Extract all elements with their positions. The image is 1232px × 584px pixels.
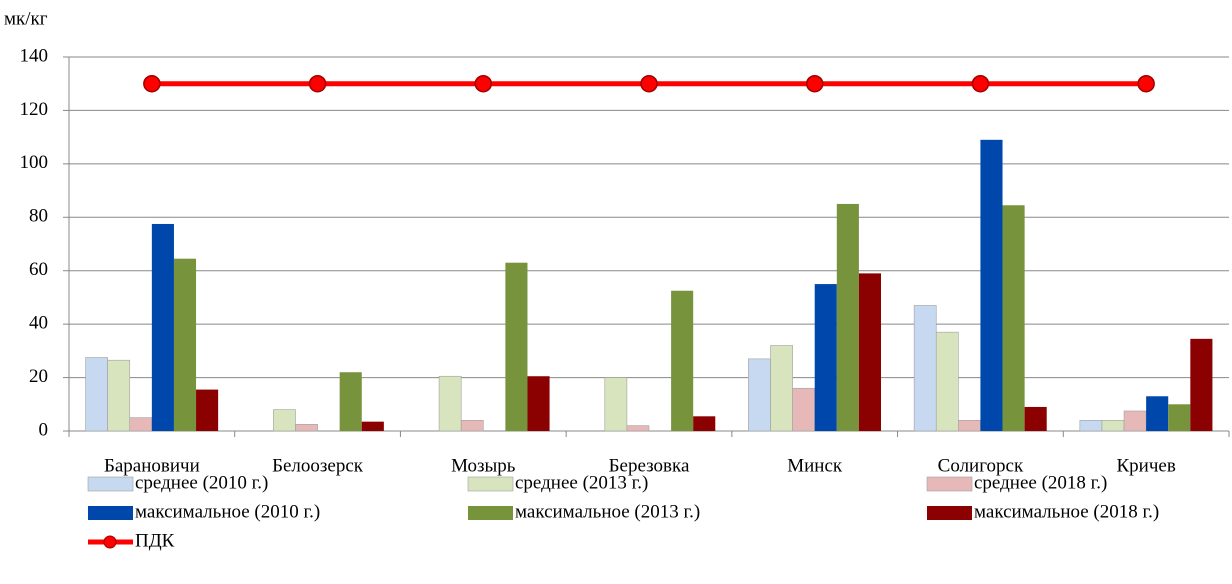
bar [295, 424, 318, 432]
line-marker [474, 74, 493, 93]
bar [129, 417, 153, 432]
bar [339, 372, 362, 431]
bar [1190, 338, 1213, 431]
line-marker [143, 74, 161, 93]
y-tick-label: 0 [39, 419, 49, 440]
bar [935, 331, 959, 432]
line-marker [640, 74, 658, 93]
bar [1024, 406, 1047, 431]
bar [107, 359, 131, 432]
legend-label: среднее (2013 г.) [515, 472, 648, 493]
legend-swatch [926, 476, 973, 492]
bar [1146, 396, 1169, 431]
bar [792, 387, 816, 432]
bar [1101, 420, 1125, 432]
bar [958, 420, 981, 432]
bar [1123, 410, 1147, 432]
bar [913, 305, 937, 432]
legend-label: среднее (2018 г.) [974, 472, 1107, 493]
legend-marker [103, 535, 117, 549]
bar [836, 203, 859, 431]
bar [173, 258, 197, 431]
legend-swatch [87, 476, 134, 492]
line-marker [805, 74, 824, 93]
legend-label: среднее (2010 г.) [135, 472, 268, 493]
bar [748, 358, 771, 432]
bar [361, 421, 384, 431]
bar [858, 273, 881, 431]
x-tick-label: Мозырь [451, 455, 516, 476]
legend-label: максимальное (2010 г.) [135, 501, 320, 522]
legend-swatch [88, 506, 133, 520]
y-axis-label: мк/кг [4, 8, 48, 29]
bar [273, 409, 296, 432]
x-tick-label: Минск [787, 455, 843, 476]
legend-label: максимальное (2013 г.) [515, 501, 700, 522]
y-tick-label: 140 [20, 45, 49, 66]
bar [196, 389, 219, 431]
bar [626, 425, 650, 432]
bar [604, 377, 628, 432]
bar [85, 357, 108, 432]
legend-swatch [468, 506, 513, 520]
bar [770, 345, 793, 432]
y-tick-label: 20 [29, 366, 48, 387]
bar [151, 223, 174, 431]
bar [505, 262, 528, 431]
y-tick-label: 80 [29, 206, 48, 227]
bar [671, 290, 694, 431]
legend-swatch [927, 506, 972, 520]
y-tick-label: 100 [20, 152, 49, 173]
x-tick-label: Солигорск [938, 455, 1024, 476]
line-marker [1137, 74, 1155, 93]
x-tick-label: Барановичи [104, 455, 200, 476]
legend-label: ПДК [135, 530, 175, 551]
line-marker [308, 74, 327, 93]
y-tick-label: 40 [29, 313, 48, 334]
bar [460, 420, 484, 432]
bar [1079, 420, 1103, 432]
x-tick-label: Березовка [609, 455, 690, 476]
bar [693, 416, 716, 431]
bar [980, 139, 1003, 432]
bar [814, 284, 837, 431]
legend-swatch [467, 476, 514, 492]
x-tick-label: Кричев [1116, 455, 1175, 476]
y-tick-label: 120 [20, 99, 49, 120]
bar [527, 376, 550, 431]
bar [1168, 404, 1191, 431]
x-tick-label: Белоозерск [272, 455, 364, 476]
line-marker [971, 74, 990, 93]
y-tick-label: 60 [29, 259, 48, 280]
bar [438, 375, 462, 432]
bar [1002, 205, 1025, 431]
legend-label: максимальное (2018 г.) [974, 501, 1159, 522]
